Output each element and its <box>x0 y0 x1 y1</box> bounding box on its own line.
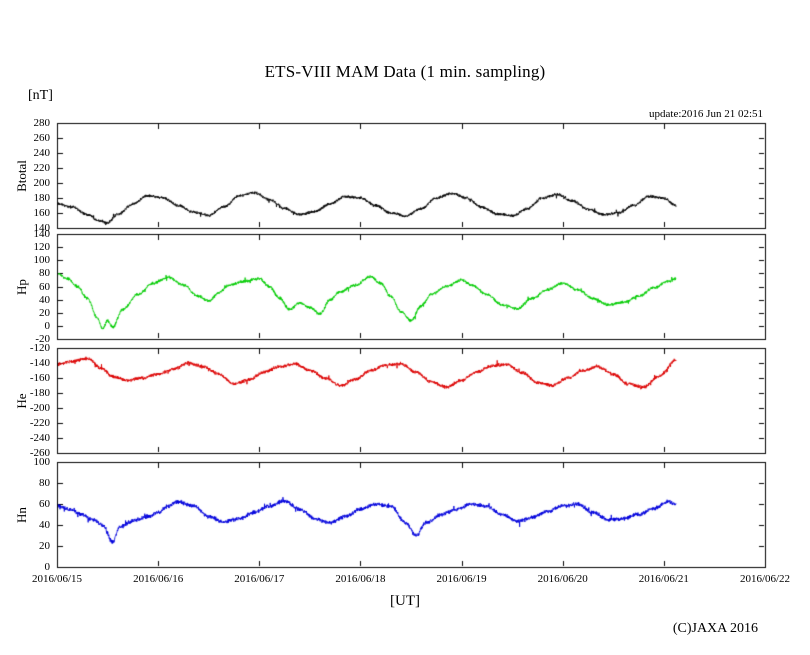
y-tick-label: 0 <box>44 561 51 573</box>
panel-ylabel-he: He <box>14 392 29 409</box>
y-tick-label: 0 <box>44 319 51 332</box>
panel-ylabel-btotal: Btotal <box>14 159 29 192</box>
panel-ylabel-hn: Hn <box>14 506 29 523</box>
x-tick-label: 2016/06/20 <box>537 573 588 585</box>
y-tick-label: 160 <box>33 207 51 219</box>
y-tick-label: 40 <box>39 519 50 531</box>
y-tick-label: 100 <box>33 456 51 468</box>
y-tick-label: -20 <box>35 333 50 345</box>
x-tick-label: 2016/06/22 <box>739 573 791 585</box>
x-axis-label: [UT] <box>390 593 420 609</box>
x-tick-label: 2016/06/17 <box>234 573 285 585</box>
y-tick-label: -240 <box>29 432 50 444</box>
y-tick-label: 80 <box>39 477 50 489</box>
y-tick-label: 180 <box>33 192 51 204</box>
y-tick-label: 200 <box>33 177 51 189</box>
y-tick-label: 120 <box>33 241 51 254</box>
y-tick-label: -180 <box>29 387 50 399</box>
y-tick-label: -160 <box>29 372 50 384</box>
y-tick-label: 60 <box>39 280 50 293</box>
y-tick-label: -260 <box>29 447 50 459</box>
x-tick-label: 2016/06/18 <box>335 573 386 585</box>
y-tick-label: 240 <box>33 147 51 159</box>
y-tick-label: 260 <box>33 132 51 144</box>
y-tick-label: 140 <box>33 222 51 234</box>
copyright: (C)JAXA 2016 <box>672 621 758 636</box>
x-tick-label: 2016/06/15 <box>31 573 83 585</box>
x-tick-label: 2016/06/16 <box>133 573 184 585</box>
y-tick-label: -120 <box>29 342 50 354</box>
y-tick-label: -200 <box>29 402 50 414</box>
y-tick-label: 140 <box>33 228 51 240</box>
y-tick-label: 280 <box>33 117 51 129</box>
y-tick-label: -220 <box>29 417 50 429</box>
y-tick-label: 60 <box>39 498 50 510</box>
y-tick-label: 80 <box>39 267 50 280</box>
y-tick-label: 220 <box>33 162 51 174</box>
y-tick-label: 100 <box>33 254 51 267</box>
x-tick-label: 2016/06/21 <box>638 573 689 585</box>
panel-ylabel-hp: Hp <box>14 278 29 295</box>
y-tick-label: 40 <box>39 293 50 306</box>
y-tick-label: -140 <box>29 357 50 369</box>
y-tick-label: 20 <box>39 540 50 552</box>
y-tick-label: 20 <box>39 306 50 319</box>
x-tick-label: 2016/06/19 <box>436 573 487 585</box>
